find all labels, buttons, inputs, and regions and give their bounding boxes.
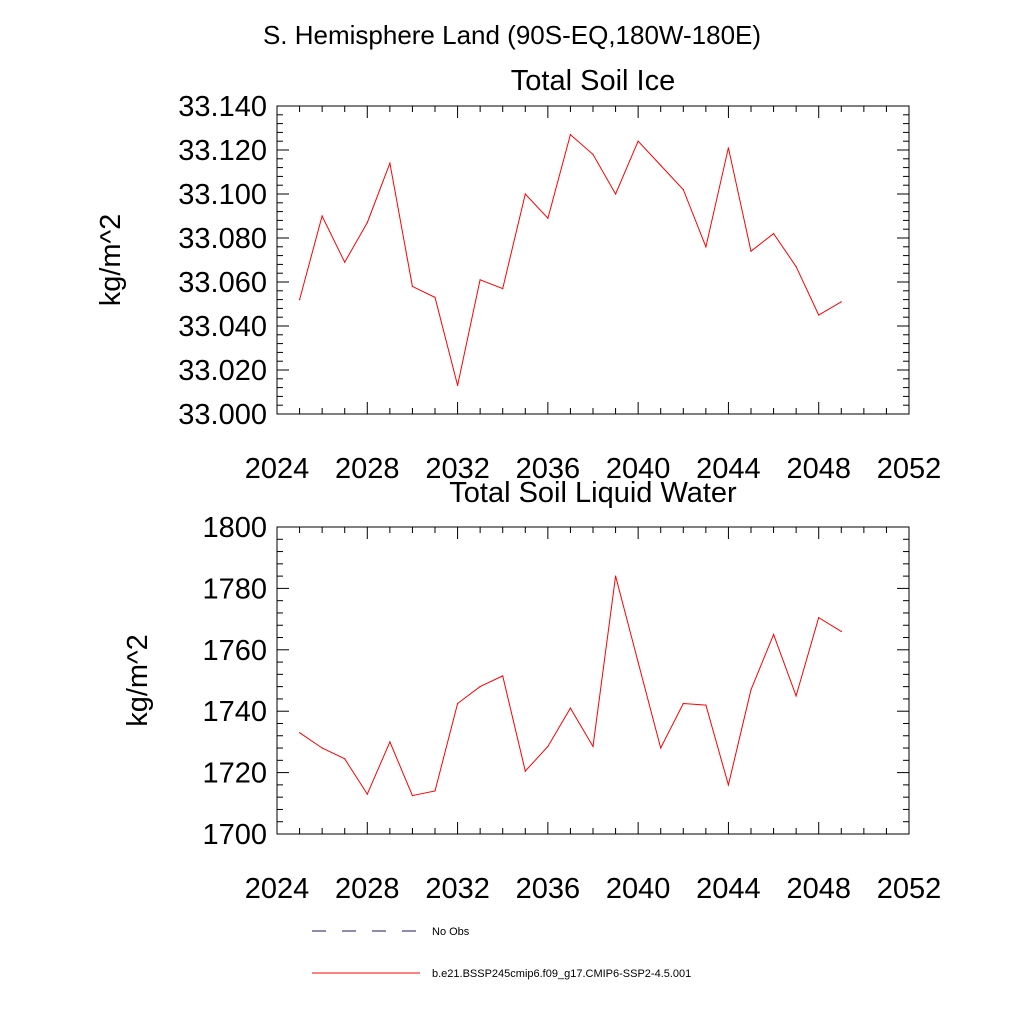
y-tick-label: 1740 bbox=[202, 696, 267, 728]
chart-title: Total Soil Ice bbox=[511, 65, 675, 97]
data-point bbox=[524, 193, 526, 195]
x-tick-label: 2024 bbox=[245, 873, 310, 905]
data-point bbox=[705, 246, 707, 248]
data-point bbox=[502, 675, 504, 677]
data-point bbox=[773, 233, 775, 235]
data-point bbox=[411, 795, 413, 797]
data-point bbox=[795, 695, 797, 697]
data-point bbox=[389, 162, 391, 164]
x-tick-label: 2044 bbox=[696, 453, 761, 485]
data-point bbox=[705, 704, 707, 706]
data-point bbox=[479, 279, 481, 281]
y-tick-label: 33.000 bbox=[178, 399, 267, 431]
data-point bbox=[637, 661, 639, 663]
data-point bbox=[321, 215, 323, 217]
legend-label: b.e21.BSSP245cmip6.f09_g17.CMIP6-SSP2-4.… bbox=[432, 968, 691, 980]
data-point bbox=[547, 745, 549, 748]
data-point bbox=[682, 702, 684, 705]
data-point bbox=[569, 134, 572, 136]
data-point bbox=[592, 745, 594, 748]
y-tick-label: 33.040 bbox=[178, 311, 267, 343]
data-point bbox=[479, 686, 481, 688]
data-point bbox=[299, 732, 301, 734]
data-point bbox=[569, 707, 572, 709]
data-point bbox=[637, 140, 639, 142]
data-point bbox=[502, 288, 504, 290]
y-axis-label: kg/m^2 bbox=[95, 214, 127, 307]
data-point bbox=[457, 702, 459, 705]
figure-title: S. Hemisphere Land (90S-EQ,180W-180E) bbox=[263, 20, 761, 50]
legend-item: b.e21.BSSP245cmip6.f09_g17.CMIP6-SSP2-4.… bbox=[312, 968, 691, 980]
data-point bbox=[750, 689, 752, 691]
data-point bbox=[299, 299, 301, 301]
x-tick-label: 2052 bbox=[877, 873, 942, 905]
y-tick-label: 33.100 bbox=[178, 179, 267, 211]
data-point bbox=[389, 741, 391, 743]
y-tick-label: 33.020 bbox=[178, 355, 267, 387]
data-point bbox=[321, 747, 323, 749]
legend-label: No Obs bbox=[432, 926, 470, 938]
data-point bbox=[660, 164, 662, 166]
data-point bbox=[727, 147, 730, 149]
y-tick-label: 1720 bbox=[202, 758, 267, 790]
legend: No Obs b.e21.BSSP245cmip6.f09_g17.CMIP6-S… bbox=[312, 926, 691, 980]
data-point bbox=[344, 261, 346, 263]
data-point bbox=[592, 153, 594, 155]
panels: Total Soil Ice kg/m^2 2024 2028 2032 2036 2040… bbox=[95, 65, 941, 905]
data-point bbox=[773, 633, 775, 636]
y-tick-label: 33.140 bbox=[178, 91, 267, 123]
data-point bbox=[818, 617, 820, 619]
data-point bbox=[366, 793, 368, 795]
data-point bbox=[411, 285, 413, 287]
data-point bbox=[727, 784, 730, 786]
data-point bbox=[434, 790, 436, 792]
x-tick-label: 2036 bbox=[516, 873, 581, 905]
y-tick-label: 33.060 bbox=[178, 267, 267, 299]
x-tick-label: 2044 bbox=[696, 873, 761, 905]
y-tick-label: 1700 bbox=[202, 819, 267, 851]
x-tick-label: 2040 bbox=[606, 453, 671, 485]
data-point bbox=[818, 314, 820, 316]
data-point bbox=[795, 266, 797, 268]
chart-title: Total Soil Liquid Water bbox=[449, 477, 737, 509]
data-point bbox=[660, 747, 662, 749]
data-point bbox=[615, 575, 617, 577]
data-point bbox=[682, 189, 684, 191]
x-tick-label: 2032 bbox=[425, 873, 490, 905]
y-tick-label: 1800 bbox=[202, 512, 267, 544]
y-tick-label: 1780 bbox=[202, 573, 267, 605]
x-tick-label: 2028 bbox=[335, 873, 400, 905]
data-point bbox=[524, 770, 526, 772]
x-tick-label: 2032 bbox=[425, 453, 490, 485]
chart-panel-1: Total Soil Ice kg/m^2 2024 2028 2032 2036 2040… bbox=[95, 65, 941, 485]
data-point bbox=[615, 193, 617, 195]
x-tick-label: 2036 bbox=[516, 453, 581, 485]
data-point bbox=[840, 630, 842, 633]
data-point bbox=[457, 384, 459, 386]
data-point bbox=[344, 758, 346, 760]
y-tick-label: 33.080 bbox=[178, 223, 267, 255]
x-tick-label: 2028 bbox=[335, 453, 400, 485]
x-tick-label: 2040 bbox=[606, 873, 671, 905]
data-point bbox=[547, 217, 549, 219]
y-axis-label: kg/m^2 bbox=[122, 634, 154, 727]
data-point bbox=[366, 222, 368, 224]
x-tick-label: 2024 bbox=[245, 453, 310, 485]
data-point bbox=[750, 250, 752, 252]
x-tick-label: 2052 bbox=[877, 453, 942, 485]
chart-panel-2: Total Soil Liquid Water kg/m^2 2024 2028 203… bbox=[122, 477, 941, 905]
y-tick-label: 1760 bbox=[202, 635, 267, 667]
data-point bbox=[434, 296, 436, 298]
y-tick-label: 33.120 bbox=[178, 135, 267, 167]
x-tick-label: 2048 bbox=[786, 453, 851, 485]
x-tick-label: 2048 bbox=[786, 873, 851, 905]
legend-item: No Obs bbox=[312, 926, 470, 938]
data-point bbox=[840, 301, 842, 303]
